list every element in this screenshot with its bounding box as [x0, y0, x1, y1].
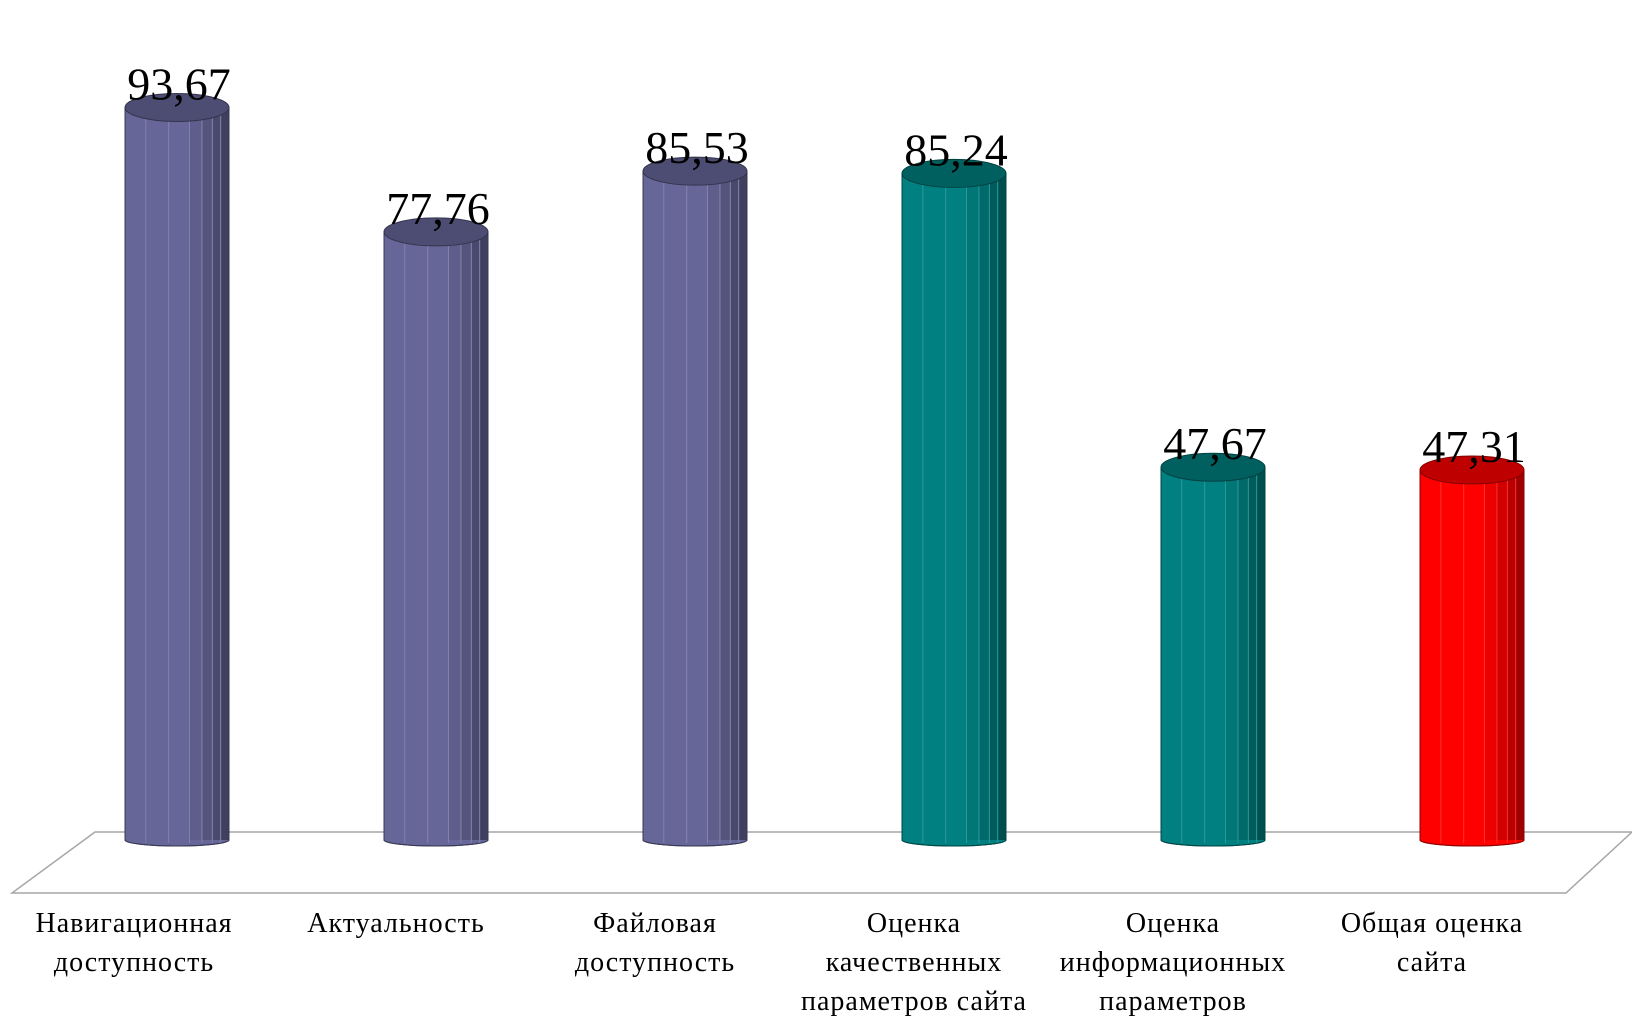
data-label: 85,24: [904, 124, 1008, 175]
bar-facet: [1484, 470, 1497, 840]
category-label-line: Актуальность: [307, 908, 484, 939]
bar: [642, 156, 748, 847]
bar-facet: [1248, 467, 1257, 840]
bar-outline: [1160, 466, 1266, 847]
bar-facet: [989, 173, 998, 840]
bar-outline: [1419, 469, 1525, 847]
bar-facet: [978, 173, 990, 840]
bar-facet: [707, 171, 720, 840]
data-label: 93,67: [127, 59, 231, 110]
category-label-line: Оценка: [867, 908, 961, 939]
bar-facet: [460, 231, 472, 840]
category-tick-label: Актуальность: [307, 908, 484, 939]
bar-facet: [212, 107, 221, 840]
bar-facet: [1256, 467, 1265, 840]
category-label-line: Общая оценка: [1341, 908, 1523, 939]
data-label: 47,67: [1163, 418, 1267, 469]
bar-top: [383, 217, 489, 247]
category-tick-label: Оценка качественных параметров сайта: [801, 908, 1027, 1017]
bar: [1419, 455, 1525, 847]
bar-top: [642, 156, 748, 186]
category-label-line: параметров: [1099, 986, 1247, 1017]
chart-floor: [9, 831, 1632, 894]
category-label-line: доступность: [54, 947, 214, 978]
bar-facet: [1515, 470, 1524, 840]
bar-facet: [1507, 470, 1516, 840]
bar-facet: [189, 107, 202, 840]
bar-facet: [448, 231, 461, 840]
category-label-line: Оценка: [1126, 908, 1220, 939]
bar-outline: [383, 231, 489, 847]
bar-top: [901, 158, 1007, 188]
data-label: 47,31: [1422, 421, 1526, 472]
bar-facet: [966, 173, 979, 840]
bar-facet: [719, 171, 731, 840]
bar: [383, 217, 489, 847]
category-label-line: качественных: [826, 947, 1003, 978]
bar-facet: [479, 231, 488, 840]
data-label: 85,53: [645, 122, 749, 173]
bar-facet: [730, 171, 739, 840]
bar-facet: [1225, 467, 1238, 840]
bar-facet: [471, 231, 480, 840]
category-tick-label: Навигационная доступность: [35, 908, 232, 978]
category-label-line: информационных: [1060, 947, 1286, 978]
bar-facet: [1237, 467, 1249, 840]
category-label-line: Навигационная: [35, 908, 232, 939]
bar: [1160, 452, 1266, 847]
category-label-line: Файловая: [593, 908, 717, 939]
bar-facet: [1496, 470, 1508, 840]
bar-top: [124, 93, 230, 123]
category-label-line: доступность: [575, 947, 735, 978]
bar-facet: [201, 107, 213, 840]
bar-facet: [997, 173, 1006, 840]
category-tick-label: Файловая доступность: [575, 908, 735, 978]
data-label: 77,76: [386, 183, 490, 234]
bar-outline: [901, 172, 1007, 847]
bar-top: [1419, 455, 1525, 485]
bar: [901, 158, 1007, 847]
bar-top: [1160, 452, 1266, 482]
bar-facet: [738, 171, 747, 840]
bar-facet: [220, 107, 229, 840]
bar-outline: [642, 170, 748, 847]
category-label-line: сайта: [1397, 947, 1467, 978]
category-label-line: параметров сайта: [801, 986, 1027, 1017]
category-tick-label: Оценка информационных параметров: [1060, 908, 1286, 1017]
category-tick-label: Общая оценка сайта: [1341, 908, 1523, 978]
bar-outline: [124, 107, 230, 847]
bar: [124, 93, 230, 847]
